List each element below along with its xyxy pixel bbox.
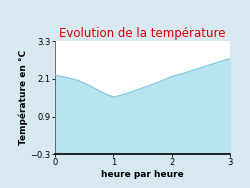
Title: Evolution de la température: Evolution de la température [59, 27, 226, 40]
Y-axis label: Température en °C: Température en °C [18, 50, 28, 145]
X-axis label: heure par heure: heure par heure [101, 170, 184, 179]
